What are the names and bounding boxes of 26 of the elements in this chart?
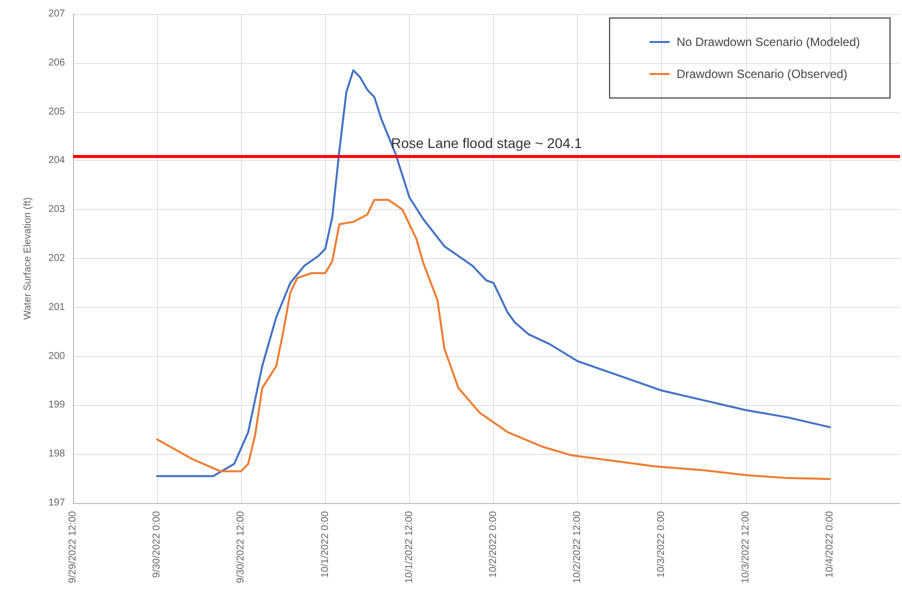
x-tick-label: 10/2/2022 12:00 <box>572 510 584 584</box>
y-tick-label: 205 <box>48 106 66 118</box>
legend-label: No Drawdown Scenario (Modeled) <box>676 35 860 49</box>
x-tick-label: 9/30/2022 0:00 <box>152 510 163 578</box>
legend-label: Drawdown Scenario (Observed) <box>676 67 848 81</box>
x-tick-label: 10/2/2022 0:00 <box>488 510 500 578</box>
y-tick-label: 201 <box>48 302 66 313</box>
y-tick-label: 198 <box>48 448 66 460</box>
y-tick-label: 197 <box>48 498 66 508</box>
y-tick-label: 199 <box>48 400 66 411</box>
y-tick-label: 202 <box>48 253 66 264</box>
y-tick-label: 203 <box>48 204 66 216</box>
y-tick-label: 200 <box>48 350 66 362</box>
x-tick-label: 10/1/2022 0:00 <box>320 510 331 578</box>
x-tick-label: 10/4/2022 0:00 <box>824 510 836 578</box>
x-tick-label: 10/1/2022 12:00 <box>404 510 415 584</box>
y-tick-label: 204 <box>48 155 66 166</box>
x-tick-label: 9/29/2022 12:00 <box>68 510 78 584</box>
y-tick-label: 207 <box>48 8 66 20</box>
y-axis-title: Water Surface Elevation (ft) <box>22 197 34 320</box>
line-series <box>156 198 831 480</box>
ref-line-label: Rose Lane flood stage ~ 204.1 <box>390 134 582 151</box>
x-tick-label: 10/3/2022 12:00 <box>740 510 752 584</box>
x-tick-label: 9/30/2022 12:00 <box>236 510 247 584</box>
x-tick-label: 10/3/2022 0:00 <box>656 510 668 578</box>
y-tick-label: 206 <box>48 57 66 68</box>
